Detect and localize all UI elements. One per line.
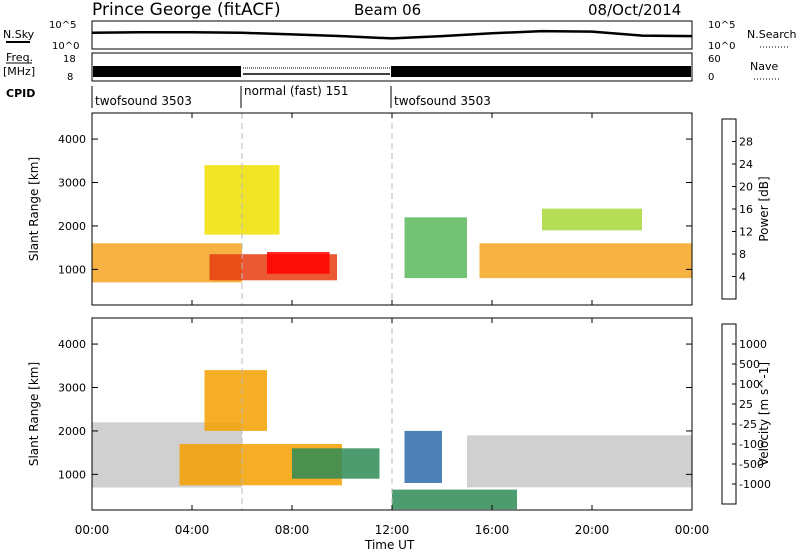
power-ytick-2: 2000	[58, 220, 86, 233]
data-band-4	[404, 217, 467, 279]
xtick-2: 08:00	[275, 523, 310, 537]
power-ylabel: Slant Range [km]	[27, 157, 41, 261]
velocity-colorbar-tick-5: -100	[739, 438, 764, 451]
freq-panel: Freq. [MHz] 18 8 60 0 Nave	[3, 51, 780, 83]
velocity-data-cells	[92, 318, 692, 510]
velocity-panel: Slant Range [km] 4000 3000 2000 1000 1000 50…	[27, 317, 771, 511]
time-axis: 00:00 04:00 08:00 12:00 16:00 20:00 00:00	[75, 113, 710, 537]
velocity-ytick-2: 2000	[58, 425, 86, 438]
power-colorbar-tick-1: 24	[739, 158, 753, 171]
velocity-colorbar-tick-4: -25	[739, 418, 757, 431]
nsearch-tick-bottom: 10^0	[708, 41, 735, 52]
data-band-3	[292, 448, 380, 479]
velocity-yaxis: 4000 3000 2000 1000	[58, 338, 692, 481]
nsearch-tick-top: 10^5	[708, 20, 735, 31]
power-panel: Slant Range [km] 4000 3000 2000 1000 28 24 20…	[27, 112, 771, 306]
freq-tick-top: 18	[63, 54, 76, 65]
velocity-ytick-3: 1000	[58, 468, 86, 481]
power-ytick-0: 4000	[58, 133, 86, 146]
data-band-2	[204, 370, 267, 431]
date-title: 08/Oct/2014	[588, 1, 681, 19]
power-colorbar-tick-0: 28	[739, 136, 753, 149]
station-title: Prince George (fitACF)	[92, 0, 281, 20]
power-colorbar-tick-6: 4	[739, 271, 746, 284]
velocity-colorbar-tick-0: 1000	[739, 338, 767, 351]
freq-tick-bottom: 8	[67, 72, 73, 83]
power-colorbar-tick-5: 8	[739, 248, 746, 261]
xtick-4: 16:00	[475, 523, 510, 537]
velocity-colorbar-tick-6: -500	[739, 458, 764, 471]
xtick-3: 12:00	[375, 523, 410, 537]
velocity-colorbar-tick-2: 100	[739, 378, 760, 391]
nave-tick-top: 60	[708, 54, 721, 65]
velocity-colorbar: 1000 500 100 25 -25 -100 -500 -1000	[721, 323, 771, 505]
data-band-4	[404, 430, 442, 483]
xtick-1: 04:00	[175, 523, 210, 537]
power-colorbar-tick-3: 16	[739, 203, 753, 216]
velocity-ylabel: Slant Range [km]	[27, 362, 41, 466]
power-ytick-3: 1000	[58, 263, 86, 276]
power-yaxis: 4000 3000 2000 1000	[58, 133, 692, 276]
velocity-colorbar-tick-1: 500	[739, 358, 760, 371]
freq-label-top: Freq.	[6, 51, 33, 64]
velocity-ytick-1: 3000	[58, 382, 86, 395]
power-colorbar-tick-4: 12	[739, 226, 753, 239]
velocity-ytick-0: 4000	[58, 338, 86, 351]
nsky-tick-top: 10^5	[49, 20, 76, 31]
velocity-colorbar-tick-7: -1000	[739, 478, 771, 491]
freq-band-3	[391, 66, 691, 77]
nsky-series-line	[91, 29, 693, 40]
nave-tick-bottom: 0	[708, 72, 714, 83]
xaxis-label: Time UT	[364, 538, 415, 552]
velocity-colorbar-label: Velocity [m s^-1]	[757, 362, 771, 466]
data-band-6	[392, 489, 517, 510]
nsearch-label: N.Search	[747, 28, 797, 41]
power-ytick-1: 3000	[58, 177, 86, 190]
xtick-0: 00:00	[75, 523, 110, 537]
data-band-2	[267, 252, 330, 274]
xtick-5: 20:00	[575, 523, 610, 537]
nsky-label: N.Sky	[3, 28, 35, 41]
power-colorbar-tick-2: 20	[739, 181, 753, 194]
xtick-6: 00:00	[675, 523, 710, 537]
freq-label-unit: [MHz]	[3, 65, 35, 78]
velocity-colorbar-tick-3: 25	[739, 398, 753, 411]
beam-title: Beam 06	[354, 1, 421, 19]
data-band-5	[479, 243, 692, 279]
nsky-tick-bottom: 10^0	[52, 41, 79, 52]
data-band-6	[542, 208, 642, 231]
cpid-segment-3: twofsound 3503	[394, 94, 491, 108]
cpid-row: CPID twofsound 3503 normal (fast) 151 tw…	[6, 84, 491, 108]
nsky-panel: N.Sky 10^5 10^0 10^5 10^0 N.Search	[3, 20, 797, 52]
data-band-5	[467, 435, 692, 488]
cpid-label: CPID	[6, 87, 35, 100]
cpid-segment-1: twofsound 3503	[95, 94, 192, 108]
power-colorbar-label: Power [dB]	[757, 176, 771, 241]
power-data-cells	[92, 113, 692, 305]
cpid-segment-2: normal (fast) 151	[244, 84, 348, 98]
nave-label: Nave	[750, 60, 778, 73]
freq-band-1	[93, 66, 241, 77]
power-colorbar: 28 24 20 16 12 8 4	[721, 118, 753, 300]
